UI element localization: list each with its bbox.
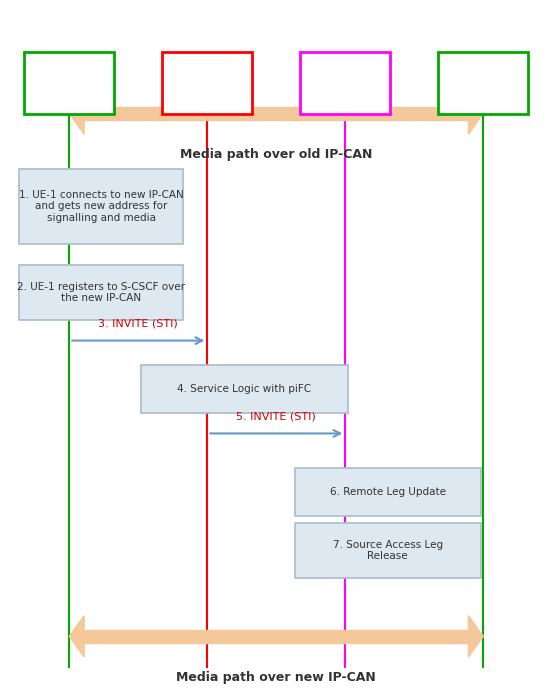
Text: 4. Service Logic with piFC: 4. Service Logic with piFC — [177, 384, 311, 394]
Polygon shape — [468, 93, 484, 134]
FancyBboxPatch shape — [141, 365, 348, 413]
Polygon shape — [468, 616, 484, 657]
Polygon shape — [84, 630, 468, 643]
Polygon shape — [69, 616, 84, 657]
Text: S-CSCF: S-CSCF — [179, 76, 235, 89]
FancyBboxPatch shape — [24, 52, 114, 114]
Text: Media path over new IP-CAN: Media path over new IP-CAN — [176, 671, 376, 684]
Text: 5. INVITE (STI): 5. INVITE (STI) — [236, 411, 316, 421]
Text: 1. UE-1 connects to new IP-CAN
and gets new address for
signalling and media: 1. UE-1 connects to new IP-CAN and gets … — [19, 190, 183, 223]
Text: SCC AS: SCC AS — [317, 76, 374, 89]
Text: 3. INVITE (STI): 3. INVITE (STI) — [98, 318, 178, 328]
Text: 7. Source Access Leg
Release: 7. Source Access Leg Release — [333, 539, 443, 561]
Polygon shape — [69, 93, 84, 134]
FancyBboxPatch shape — [295, 468, 481, 516]
FancyBboxPatch shape — [162, 52, 252, 114]
FancyBboxPatch shape — [438, 52, 528, 114]
Text: UE-1: UE-1 — [51, 76, 88, 89]
Polygon shape — [84, 107, 468, 120]
Text: Media path over old IP-CAN: Media path over old IP-CAN — [180, 148, 373, 161]
FancyBboxPatch shape — [19, 169, 183, 244]
FancyBboxPatch shape — [295, 523, 481, 578]
Text: 6. Remote Leg Update: 6. Remote Leg Update — [330, 487, 446, 497]
Text: 2. UE-1 registers to S-CSCF over
the new IP-CAN: 2. UE-1 registers to S-CSCF over the new… — [17, 281, 185, 303]
FancyBboxPatch shape — [300, 52, 391, 114]
Text: UE-2: UE-2 — [465, 76, 502, 89]
FancyBboxPatch shape — [19, 265, 183, 320]
